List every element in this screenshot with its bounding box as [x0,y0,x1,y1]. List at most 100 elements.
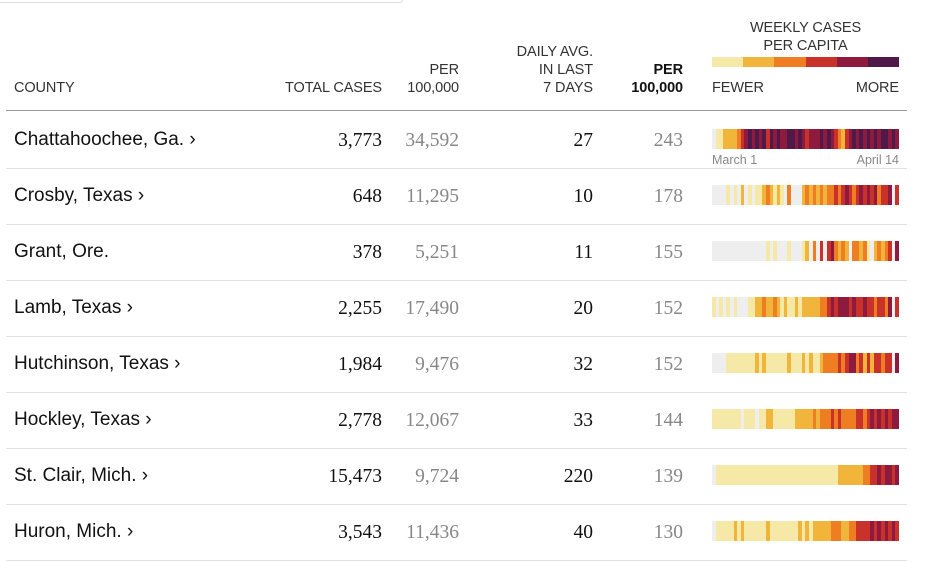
strip-cell [895,241,899,261]
strip-cell [719,465,723,485]
strip-cell [812,353,817,373]
weekly-cases-strip [712,465,899,485]
table-row[interactable]: St. Clair, Mich. › 15,473 9,724 220 139 [6,448,907,505]
county-link[interactable]: Grant, Ore. [14,241,110,262]
per-100k-value: 5,251 [415,242,459,263]
strip-cell [737,353,741,373]
county-link[interactable]: Crosby, Texas › [14,185,145,206]
strip-cell [744,465,748,485]
strip-cell [862,521,867,541]
daily-per-100k-value: 152 [653,354,683,375]
strip-cell [870,521,874,541]
county-link[interactable]: Chattahoochee, Ga. › [14,129,196,150]
strip-cell [791,185,795,205]
strip-cell [823,353,827,373]
strip-cell [740,241,745,261]
strip-cell [794,129,799,149]
strip-cell [841,185,845,205]
total-cases-value: 2,255 [338,298,382,319]
strip-cell [830,297,835,317]
strip-cell [769,185,774,205]
strip-cell [834,521,838,541]
strip-cell [758,129,763,149]
strip-cell [794,521,799,541]
strip-cell [744,409,748,429]
strip-cell [744,521,748,541]
strip-cell [841,521,845,541]
daily-per-100k-value: 139 [653,466,683,487]
total-cases-value: 3,543 [338,522,382,543]
legend-more-label: MORE [855,80,899,96]
legend-swatch [774,57,806,67]
county-link[interactable]: Hockley, Texas › [14,409,152,430]
strip-cell [791,129,795,149]
strip-cell [787,185,792,205]
table-row[interactable]: Hockley, Texas › 2,778 12,067 33 144 [6,392,907,449]
strip-cell [712,185,716,205]
header-county: COUNTY [14,80,75,96]
table-row[interactable]: Crosby, Texas › 648 11,295 10 178 [6,168,907,225]
strip-cell [888,409,892,429]
strip-cell [737,185,741,205]
county-link[interactable]: Lamb, Texas › [14,297,133,318]
strip-cell [870,241,874,261]
strip-cell [726,353,730,373]
strip-cell [841,297,845,317]
strip-cell [726,241,730,261]
strip-cell [827,465,831,485]
strip-cell [715,465,720,485]
strip-cell [884,409,889,429]
strip-cell [877,241,881,261]
county-link[interactable]: St. Clair, Mich. › [14,465,149,486]
strip-cell [859,297,863,317]
strip-cell [837,129,842,149]
table-row[interactable]: Grant, Ore. 378 5,251 11 155 [6,224,907,281]
strip-cell [733,521,738,541]
strip-cell [852,129,856,149]
strip-cell [747,241,752,261]
strip-cell [791,521,795,541]
strip-cell [884,129,889,149]
table-row[interactable]: Huron, Mich. › 3,543 11,436 40 130 [6,504,907,561]
county-link[interactable]: Hutchinson, Texas › [14,353,181,374]
county-link[interactable]: Huron, Mich. › [14,521,134,542]
strip-cell [848,353,853,373]
weekly-cases-strip [712,241,899,261]
strip-cell [848,241,853,261]
strip-cell [866,465,871,485]
strip-cell [880,409,885,429]
strip-cell [816,521,820,541]
strip-cell [880,129,885,149]
strip-cell [755,353,759,373]
strip-cell [783,185,788,205]
strip-cell [798,409,802,429]
strip-cell [823,409,827,429]
total-cases-value: 2,778 [338,410,382,431]
strip-cell [880,521,885,541]
strip-cell [780,241,784,261]
strip-cell [862,129,867,149]
strip-cell [888,129,892,149]
strip-cell [733,129,738,149]
strip-cell [837,297,842,317]
strip-cell [787,241,792,261]
strip-cell [751,353,756,373]
table-row[interactable]: Lamb, Texas › 2,255 17,490 20 152 [6,280,907,337]
strip-cell [715,129,720,149]
strip-cell [740,297,745,317]
strip-cell [805,521,810,541]
table-row[interactable]: Hutchinson, Texas › 1,984 9,476 32 152 [6,336,907,393]
strip-cell [751,409,756,429]
table-row[interactable]: Chattahoochee, Ga. › 3,773 34,592 27 243 Marc… [6,112,907,169]
daily-avg-value: 33 [573,410,594,431]
strip-cell [744,353,748,373]
strip-cell [769,297,774,317]
strip-cell [852,297,856,317]
strip-cell [859,185,863,205]
strip-cell [852,521,856,541]
strip-cell [834,297,838,317]
strip-cell [747,353,752,373]
strip-cell [751,465,756,485]
strip-cell [816,129,820,149]
strip-cell [755,409,759,429]
